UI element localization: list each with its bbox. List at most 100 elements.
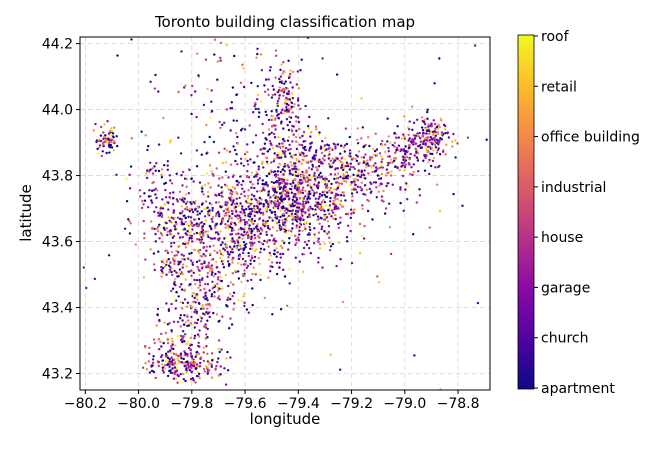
data-point bbox=[403, 115, 406, 118]
data-point bbox=[218, 177, 221, 180]
data-point bbox=[224, 208, 228, 211]
data-point bbox=[196, 238, 199, 241]
data-point bbox=[406, 198, 409, 201]
data-point bbox=[249, 219, 252, 222]
data-point bbox=[313, 177, 317, 181]
data-point bbox=[151, 361, 155, 364]
data-point bbox=[349, 162, 352, 165]
data-point bbox=[387, 202, 391, 205]
data-point bbox=[411, 128, 414, 131]
data-point bbox=[289, 72, 292, 76]
data-point bbox=[198, 284, 202, 287]
data-point bbox=[267, 93, 270, 97]
data-point bbox=[301, 181, 304, 184]
data-point bbox=[233, 187, 236, 190]
data-point bbox=[153, 165, 156, 168]
data-point bbox=[380, 144, 384, 147]
data-point bbox=[279, 170, 282, 174]
data-point bbox=[242, 263, 246, 266]
data-point bbox=[157, 143, 161, 146]
data-point bbox=[248, 207, 251, 211]
data-point bbox=[401, 137, 404, 140]
data-point bbox=[197, 372, 201, 375]
data-point bbox=[212, 275, 215, 278]
data-point bbox=[351, 188, 354, 191]
data-point bbox=[250, 227, 253, 231]
data-point bbox=[195, 260, 199, 264]
data-point bbox=[150, 199, 153, 202]
data-point bbox=[290, 230, 293, 233]
data-point bbox=[154, 240, 157, 243]
data-point bbox=[308, 190, 311, 193]
data-point bbox=[237, 262, 240, 265]
data-point bbox=[228, 253, 231, 256]
data-point bbox=[301, 189, 304, 192]
data-point bbox=[209, 304, 212, 307]
data-point bbox=[404, 145, 407, 148]
data-point bbox=[166, 374, 170, 378]
data-point bbox=[278, 177, 281, 180]
data-point bbox=[295, 174, 298, 177]
data-point bbox=[430, 146, 433, 149]
data-point bbox=[378, 152, 382, 155]
data-point bbox=[291, 111, 294, 114]
data-point bbox=[240, 207, 244, 211]
data-point bbox=[308, 215, 311, 219]
data-point bbox=[302, 152, 305, 155]
data-point bbox=[250, 217, 254, 221]
data-point bbox=[231, 86, 235, 89]
data-point bbox=[221, 254, 224, 257]
data-point bbox=[233, 245, 236, 248]
data-point bbox=[266, 202, 270, 205]
data-point bbox=[352, 209, 355, 212]
data-point bbox=[216, 296, 220, 300]
data-point bbox=[246, 236, 250, 240]
data-point bbox=[329, 159, 332, 162]
data-point bbox=[230, 323, 234, 326]
data-point bbox=[182, 378, 185, 381]
data-point bbox=[403, 169, 406, 172]
data-point bbox=[140, 130, 143, 133]
data-point bbox=[270, 131, 273, 134]
data-point bbox=[314, 204, 317, 207]
data-point bbox=[260, 69, 264, 72]
data-point bbox=[171, 371, 174, 375]
data-point bbox=[282, 205, 285, 208]
data-point bbox=[194, 200, 197, 203]
data-point bbox=[435, 151, 439, 154]
data-point bbox=[160, 354, 164, 357]
data-point bbox=[111, 132, 115, 135]
data-point bbox=[276, 207, 280, 210]
data-point bbox=[284, 186, 287, 189]
data-point bbox=[224, 170, 227, 173]
data-point bbox=[295, 115, 299, 119]
data-point bbox=[309, 228, 312, 232]
data-point bbox=[181, 301, 185, 305]
data-point bbox=[216, 278, 220, 281]
data-point bbox=[192, 294, 196, 298]
data-point bbox=[256, 93, 260, 97]
data-point bbox=[190, 177, 193, 181]
data-point bbox=[160, 345, 163, 348]
data-point bbox=[277, 97, 281, 100]
data-point bbox=[238, 243, 242, 246]
data-point bbox=[341, 191, 344, 194]
data-point bbox=[188, 252, 191, 255]
data-point bbox=[180, 253, 183, 256]
data-point bbox=[252, 194, 256, 198]
data-point bbox=[238, 221, 241, 224]
data-point bbox=[263, 90, 267, 94]
data-point bbox=[414, 142, 418, 145]
data-point bbox=[280, 156, 283, 159]
data-point bbox=[304, 189, 307, 193]
data-point bbox=[207, 195, 210, 198]
data-point bbox=[229, 292, 232, 296]
data-point bbox=[173, 225, 177, 228]
data-point bbox=[398, 168, 401, 172]
data-point bbox=[411, 173, 414, 176]
data-point bbox=[286, 123, 289, 127]
data-point bbox=[243, 152, 247, 156]
data-point bbox=[165, 221, 168, 225]
data-point bbox=[255, 56, 258, 59]
data-point bbox=[358, 175, 362, 178]
